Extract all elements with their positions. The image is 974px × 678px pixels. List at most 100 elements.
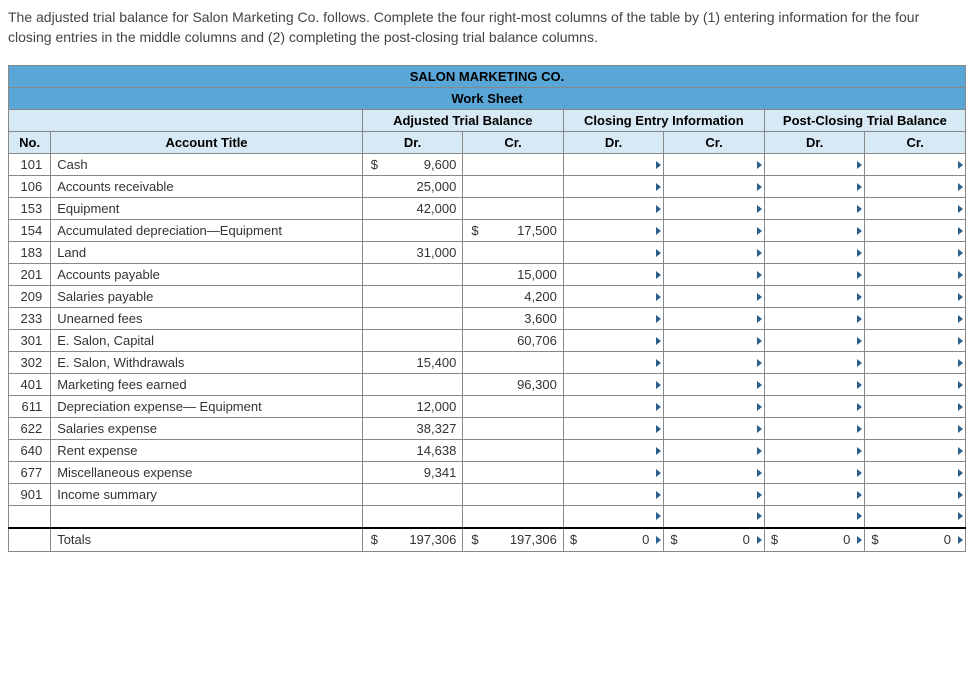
account-no: 622	[9, 418, 51, 440]
closing-input-cell[interactable]	[563, 396, 664, 418]
totals-post-cr[interactable]: $0	[865, 528, 966, 552]
account-title: Cash	[51, 154, 363, 176]
closing-input-cell[interactable]	[664, 198, 765, 220]
input-cell[interactable]	[664, 506, 765, 528]
closing-input-cell[interactable]	[563, 198, 664, 220]
closing-input-cell[interactable]	[664, 330, 765, 352]
input-cell[interactable]	[563, 506, 664, 528]
adj-cr-cell: 3,600	[463, 308, 564, 330]
post-input-cell[interactable]	[865, 484, 966, 506]
closing-input-cell[interactable]	[563, 374, 664, 396]
worksheet-subtitle: Work Sheet	[9, 88, 966, 110]
post-input-cell[interactable]	[865, 176, 966, 198]
post-input-cell[interactable]	[865, 374, 966, 396]
closing-input-cell[interactable]	[563, 154, 664, 176]
adjusted-header: Adjusted Trial Balance	[362, 110, 563, 132]
post-input-cell[interactable]	[764, 176, 865, 198]
post-input-cell[interactable]	[865, 396, 966, 418]
closing-input-cell[interactable]	[563, 352, 664, 374]
adj-dr-cell	[362, 264, 463, 286]
adj-cr-cell	[463, 396, 564, 418]
closing-input-cell[interactable]	[664, 440, 765, 462]
closing-input-cell[interactable]	[563, 286, 664, 308]
closing-input-cell[interactable]	[664, 220, 765, 242]
post-input-cell[interactable]	[865, 220, 966, 242]
post-input-cell[interactable]	[865, 352, 966, 374]
adj-dr-cell: 31,000	[362, 242, 463, 264]
account-title: Income summary	[51, 484, 363, 506]
closing-input-cell[interactable]	[664, 176, 765, 198]
adj-dr-cell: 12,000	[362, 396, 463, 418]
post-input-cell[interactable]	[764, 440, 865, 462]
closing-input-cell[interactable]	[563, 308, 664, 330]
adj-cr-cell: 96,300	[463, 374, 564, 396]
account-no: 154	[9, 220, 51, 242]
account-title: Miscellaneous expense	[51, 462, 363, 484]
col-close-dr: Dr.	[563, 132, 664, 154]
company-header: SALON MARKETING CO.	[9, 66, 966, 88]
post-input-cell[interactable]	[865, 462, 966, 484]
closing-input-cell[interactable]	[563, 462, 664, 484]
account-title: Land	[51, 242, 363, 264]
closing-input-cell[interactable]	[563, 220, 664, 242]
closing-input-cell[interactable]	[563, 440, 664, 462]
post-input-cell[interactable]	[865, 330, 966, 352]
closing-input-cell[interactable]	[563, 484, 664, 506]
totals-post-dr[interactable]: $0	[764, 528, 865, 552]
closing-input-cell[interactable]	[664, 396, 765, 418]
post-input-cell[interactable]	[764, 352, 865, 374]
post-input-cell[interactable]	[764, 484, 865, 506]
adj-dr-cell: 25,000	[362, 176, 463, 198]
post-input-cell[interactable]	[764, 242, 865, 264]
post-input-cell[interactable]	[865, 308, 966, 330]
post-input-cell[interactable]	[764, 286, 865, 308]
blank-header	[9, 110, 363, 132]
account-no: 153	[9, 198, 51, 220]
input-cell[interactable]	[764, 506, 865, 528]
post-input-cell[interactable]	[764, 308, 865, 330]
post-input-cell[interactable]	[865, 198, 966, 220]
account-no: 901	[9, 484, 51, 506]
post-input-cell[interactable]	[764, 330, 865, 352]
account-no: 640	[9, 440, 51, 462]
totals-close-cr[interactable]: $0	[664, 528, 765, 552]
adj-dr-cell: 9,341	[362, 462, 463, 484]
post-input-cell[interactable]	[764, 462, 865, 484]
closing-input-cell[interactable]	[664, 242, 765, 264]
post-input-cell[interactable]	[764, 396, 865, 418]
account-no: 106	[9, 176, 51, 198]
post-input-cell[interactable]	[764, 154, 865, 176]
post-input-cell[interactable]	[865, 418, 966, 440]
post-input-cell[interactable]	[865, 154, 966, 176]
post-input-cell[interactable]	[764, 198, 865, 220]
closing-input-cell[interactable]	[664, 154, 765, 176]
post-input-cell[interactable]	[764, 418, 865, 440]
closing-input-cell[interactable]	[563, 330, 664, 352]
table-row: 622Salaries expense38,327	[9, 418, 966, 440]
post-input-cell[interactable]	[764, 374, 865, 396]
post-input-cell[interactable]	[865, 286, 966, 308]
closing-input-cell[interactable]	[563, 242, 664, 264]
account-no: 233	[9, 308, 51, 330]
closing-input-cell[interactable]	[563, 418, 664, 440]
closing-input-cell[interactable]	[563, 264, 664, 286]
input-cell[interactable]	[865, 506, 966, 528]
closing-input-cell[interactable]	[664, 418, 765, 440]
post-input-cell[interactable]	[764, 264, 865, 286]
closing-input-cell[interactable]	[664, 352, 765, 374]
closing-input-cell[interactable]	[664, 286, 765, 308]
closing-input-cell[interactable]	[664, 484, 765, 506]
account-title: Depreciation expense— Equipment	[51, 396, 363, 418]
account-title: Salaries expense	[51, 418, 363, 440]
post-input-cell[interactable]	[865, 440, 966, 462]
post-input-cell[interactable]	[865, 242, 966, 264]
post-input-cell[interactable]	[764, 220, 865, 242]
totals-close-dr[interactable]: $0	[563, 528, 664, 552]
closing-input-cell[interactable]	[664, 462, 765, 484]
closing-input-cell[interactable]	[563, 176, 664, 198]
account-no: 611	[9, 396, 51, 418]
post-input-cell[interactable]	[865, 264, 966, 286]
closing-input-cell[interactable]	[664, 308, 765, 330]
closing-input-cell[interactable]	[664, 264, 765, 286]
closing-input-cell[interactable]	[664, 374, 765, 396]
